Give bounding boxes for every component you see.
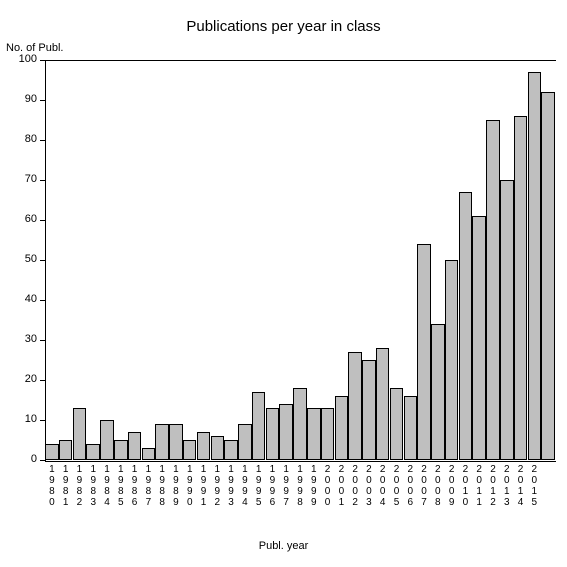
ytick-mark	[40, 180, 45, 181]
bar	[335, 396, 349, 460]
bar	[528, 72, 542, 460]
xtick-label: 2002	[348, 464, 362, 508]
ytick-label: 40	[0, 293, 37, 305]
ytick-mark	[40, 220, 45, 221]
bar	[128, 432, 142, 460]
bar	[500, 180, 514, 460]
bar	[307, 408, 321, 460]
bar	[472, 216, 486, 460]
bar	[445, 260, 459, 460]
ytick-mark	[40, 260, 45, 261]
bar	[183, 440, 197, 460]
ytick-label: 50	[0, 253, 37, 265]
bar	[321, 408, 335, 460]
xtick-label: 2007	[417, 464, 431, 508]
xtick-label: 1998	[293, 464, 307, 508]
xtick-label: 1994	[238, 464, 252, 508]
bar	[252, 392, 266, 460]
xtick-label: 2012	[486, 464, 500, 508]
xtick-label: 2006	[403, 464, 417, 508]
ytick-mark	[40, 60, 45, 61]
xtick-label: 2010	[459, 464, 473, 508]
ytick-mark	[40, 140, 45, 141]
xtick-label: 1990	[183, 464, 197, 508]
x-axis-label: Publ. year	[0, 540, 567, 552]
bar	[197, 432, 211, 460]
ytick-mark	[40, 380, 45, 381]
ytick-mark	[40, 420, 45, 421]
xtick-label: 2000	[321, 464, 335, 508]
ytick-label: 90	[0, 93, 37, 105]
xtick-label: 1995	[252, 464, 266, 508]
ytick-label: 60	[0, 213, 37, 225]
xtick-label: 1991	[197, 464, 211, 508]
xtick-label: 1982	[73, 464, 87, 508]
bar	[238, 424, 252, 460]
xtick-label: 2004	[376, 464, 390, 508]
ytick-label: 100	[0, 53, 37, 65]
bar	[86, 444, 100, 460]
bar	[459, 192, 473, 460]
xtick-label: 2014	[514, 464, 528, 508]
xtick-label: 1987	[141, 464, 155, 508]
bar	[100, 420, 114, 460]
ytick-mark	[40, 340, 45, 341]
xtick-label: 2015	[527, 464, 541, 508]
xtick-label: 2011	[472, 464, 486, 508]
xtick-label: 2013	[500, 464, 514, 508]
bar	[541, 92, 555, 460]
bar	[266, 408, 280, 460]
bar	[142, 448, 156, 460]
ytick-label: 80	[0, 133, 37, 145]
bar	[417, 244, 431, 460]
xtick-label: 1988	[155, 464, 169, 508]
ytick-mark	[40, 100, 45, 101]
ytick-mark	[40, 300, 45, 301]
bar	[211, 436, 225, 460]
xtick-label: 1983	[86, 464, 100, 508]
bar	[59, 440, 73, 460]
xtick-label: 1992	[210, 464, 224, 508]
chart-title: Publications per year in class	[0, 18, 567, 35]
bar	[169, 424, 183, 460]
bar	[404, 396, 418, 460]
bar	[293, 388, 307, 460]
bar	[155, 424, 169, 460]
xtick-label: 1997	[279, 464, 293, 508]
xtick-label: 1981	[59, 464, 73, 508]
xtick-label: 2008	[431, 464, 445, 508]
xtick-label: 2003	[362, 464, 376, 508]
bar	[376, 348, 390, 460]
bar	[224, 440, 238, 460]
bar	[279, 404, 293, 460]
bar	[114, 440, 128, 460]
xtick-label: 1999	[307, 464, 321, 508]
bar	[431, 324, 445, 460]
bar	[390, 388, 404, 460]
xtick-label: 2005	[390, 464, 404, 508]
ytick-label: 30	[0, 333, 37, 345]
bar	[73, 408, 87, 460]
xtick-label: 1989	[169, 464, 183, 508]
xtick-label: 1986	[128, 464, 142, 508]
ytick-mark	[40, 460, 45, 461]
xtick-label: 2001	[334, 464, 348, 508]
ytick-label: 70	[0, 173, 37, 185]
chart-container: Publications per year in class No. of Pu…	[0, 0, 567, 567]
xtick-label: 1985	[114, 464, 128, 508]
bar	[362, 360, 376, 460]
ytick-label: 20	[0, 373, 37, 385]
bar	[45, 444, 59, 460]
ytick-label: 0	[0, 453, 37, 465]
xtick-label: 2009	[445, 464, 459, 508]
xtick-label: 1980	[45, 464, 59, 508]
ytick-label: 10	[0, 413, 37, 425]
xtick-label: 1993	[224, 464, 238, 508]
bar	[348, 352, 362, 460]
xtick-label: 1984	[100, 464, 114, 508]
bar	[486, 120, 500, 460]
xtick-label: 1996	[266, 464, 280, 508]
bar	[514, 116, 528, 460]
